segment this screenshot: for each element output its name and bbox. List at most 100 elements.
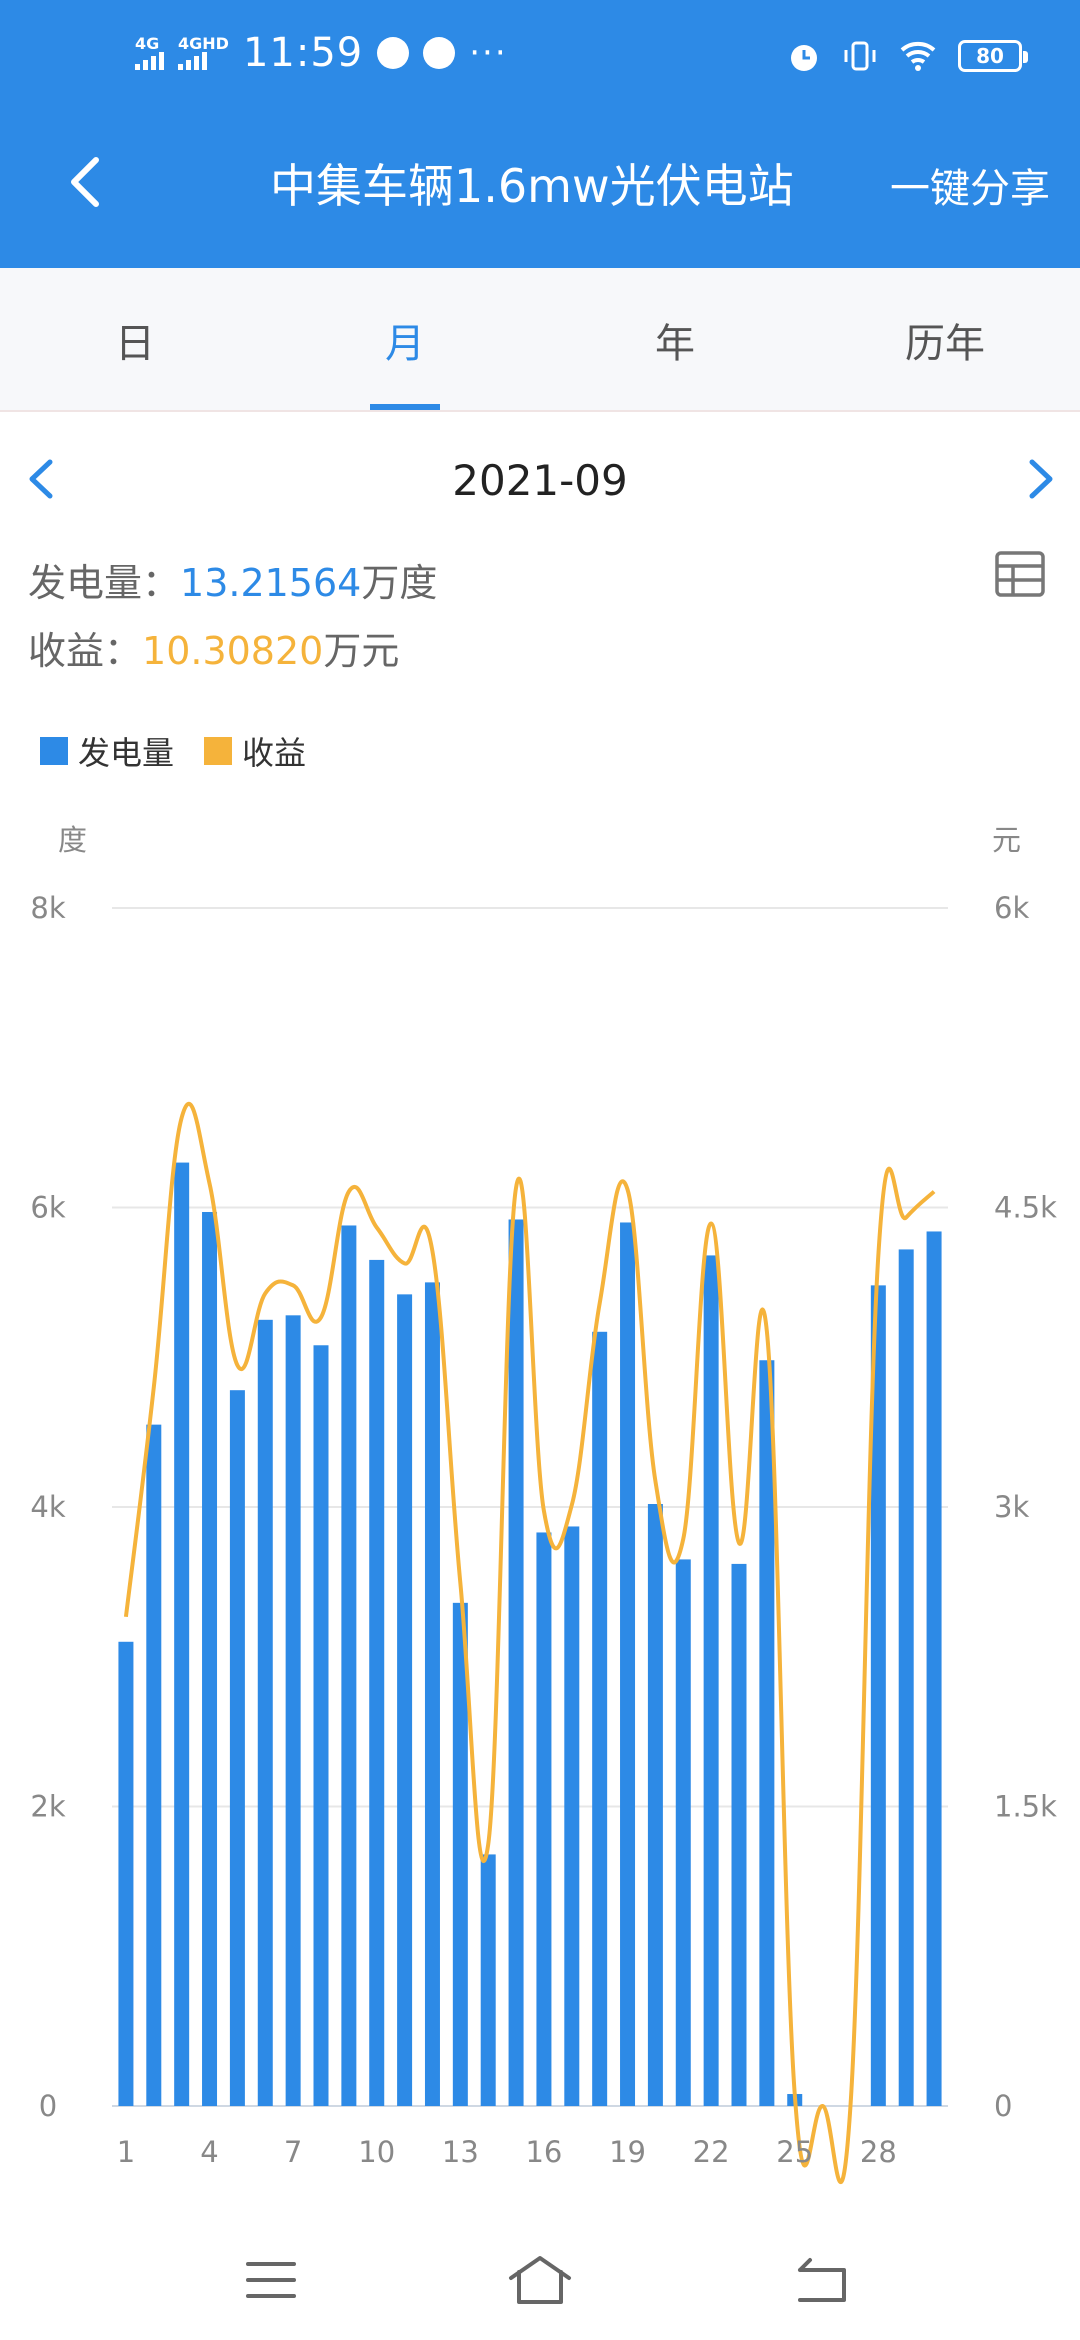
- bar-generation: [759, 1360, 775, 2106]
- bar-generation: [229, 1390, 245, 2106]
- home-icon[interactable]: [505, 2250, 575, 2310]
- bar-generation: [898, 1249, 914, 2106]
- status-time: 11:59: [242, 30, 364, 76]
- status-bar: 4G 4GHD 11:59 ··· 80: [0, 0, 1080, 120]
- tab-year[interactable]: 年: [655, 321, 695, 367]
- bar-generation: [202, 1211, 218, 2106]
- bar-generation: [703, 1255, 719, 2106]
- generation-summary: 发电量：13.21564万度: [28, 552, 437, 607]
- bar-generation: [397, 1294, 413, 2106]
- more-notifications-icon: ···: [469, 33, 508, 73]
- bar-generation: [452, 1602, 468, 2106]
- top-app-bar: 4G 4GHD 11:59 ··· 80 中集车辆1.6mw光伏电站 一键分享: [0, 0, 1080, 268]
- vibrate-icon: [844, 41, 876, 71]
- bar-generation: [675, 1559, 691, 2106]
- bar-generation: [620, 1222, 636, 2106]
- signal-1: 4G: [135, 36, 164, 70]
- wifi-icon: [900, 41, 936, 71]
- next-month-icon[interactable]: [1014, 454, 1064, 504]
- x-axis-tick: 10: [358, 2135, 395, 2169]
- bar-generation: [369, 1259, 385, 2106]
- bar-generation: [480, 1854, 496, 2106]
- bar-generation: [313, 1345, 329, 2106]
- back-icon[interactable]: [790, 2250, 860, 2310]
- signal-bars-icon: [178, 52, 207, 70]
- bar-generation: [257, 1319, 273, 2106]
- back-arrow-icon[interactable]: [60, 152, 120, 212]
- bar-generation: [870, 1285, 886, 2106]
- bar-generation: [592, 1331, 608, 2106]
- generation-unit: 万度: [361, 561, 438, 605]
- bar-generation: [536, 1532, 552, 2106]
- signal-2: 4GHD: [178, 36, 229, 70]
- bar-generation: [926, 1231, 942, 2106]
- bar-generation: [564, 1526, 580, 2106]
- x-axis-tick: 22: [693, 2135, 730, 2169]
- legend-swatch-generation: [40, 737, 68, 765]
- x-axis-tick: 28: [860, 2135, 897, 2169]
- bar-generation: [174, 1162, 190, 2106]
- system-navigation-bar: [0, 2210, 1080, 2340]
- y-axis-right-tick: 6k: [994, 891, 1029, 925]
- app-notification-icon: [423, 37, 456, 69]
- x-axis-tick: 25: [776, 2135, 813, 2169]
- bar-generation: [731, 1563, 747, 2106]
- x-axis-tick: 1: [117, 2135, 135, 2169]
- bar-generation: [285, 1315, 301, 2106]
- y-axis-right-tick: 3k: [994, 1490, 1029, 1524]
- income-unit: 万元: [323, 629, 400, 673]
- current-date: 2021-09: [452, 456, 628, 505]
- line-income: [123, 1101, 936, 2184]
- bar-generation: [146, 1424, 162, 2106]
- bar-generation: [341, 1225, 357, 2106]
- page-title: 中集车辆1.6mw光伏电站: [270, 159, 794, 213]
- tab-day[interactable]: 日: [115, 321, 155, 367]
- message-icon: [377, 37, 410, 69]
- y-axis-left-tick: 2k: [30, 1790, 65, 1824]
- tab-month[interactable]: 月: [385, 321, 425, 367]
- chart-legend: 发电量 收益: [40, 728, 336, 774]
- bar-generation: [424, 1282, 440, 2106]
- y-axis-right-unit: 元: [992, 823, 1021, 857]
- x-axis-tick: 7: [284, 2135, 302, 2169]
- table-view-icon[interactable]: [994, 550, 1046, 598]
- tab-all-years[interactable]: 历年: [905, 321, 985, 367]
- signal-bars-icon: [135, 52, 164, 70]
- bar-generation: [508, 1219, 524, 2106]
- legend-item-income[interactable]: 收益: [204, 728, 306, 774]
- y-axis-right-tick: 1.5k: [994, 1790, 1057, 1824]
- y-axis-right-tick: 4.5k: [994, 1191, 1057, 1225]
- y-axis-left-tick: 4k: [30, 1490, 65, 1524]
- y-axis-left-tick: 6k: [30, 1191, 65, 1225]
- nav-bar: 中集车辆1.6mw光伏电站 一键分享: [0, 130, 1080, 240]
- income-value: 10.30820: [142, 629, 324, 673]
- menu-icon[interactable]: [236, 2250, 306, 2310]
- share-button[interactable]: 一键分享: [890, 166, 1050, 212]
- income-label: 收益：: [28, 629, 143, 673]
- generation-label: 发电量：: [28, 561, 181, 605]
- date-navigator: 2021-09: [0, 440, 1080, 520]
- network-type-label: 4GHD: [178, 34, 229, 53]
- income-summary: 收益：10.30820万元: [28, 620, 399, 675]
- battery-icon: 80: [958, 40, 1028, 72]
- x-axis-tick: 13: [442, 2135, 479, 2169]
- legend-item-generation[interactable]: 发电量: [40, 728, 174, 774]
- bar-generation: [118, 1641, 134, 2106]
- y-axis-left-tick: 0: [39, 2089, 57, 2123]
- y-axis-right-tick: 0: [994, 2089, 1012, 2123]
- active-tab-indicator: [370, 404, 440, 410]
- x-axis-tick: 4: [200, 2135, 218, 2169]
- y-axis-left-tick: 8k: [30, 891, 65, 925]
- period-tabs: 日 月 年 历年: [0, 268, 1080, 412]
- x-axis-tick: 19: [609, 2135, 646, 2169]
- network-type-label: 4G: [135, 34, 160, 53]
- alarm-icon: [791, 45, 817, 71]
- generation-income-chart: 度 元 0 0 2k 1.5k 4k 3k 6k 4.5k 8k 6k 1 4 7 10 13 16 19 22 25 2…: [30, 823, 1057, 2184]
- bar-generation: [647, 1504, 663, 2106]
- legend-label-generation: 发电量: [78, 734, 175, 772]
- status-left: 4G 4GHD 11:59 ···: [135, 30, 508, 76]
- previous-month-icon[interactable]: [18, 454, 68, 504]
- status-right: 80: [786, 38, 1028, 74]
- x-axis-tick: 16: [525, 2135, 562, 2169]
- generation-value: 13.21564: [180, 561, 362, 605]
